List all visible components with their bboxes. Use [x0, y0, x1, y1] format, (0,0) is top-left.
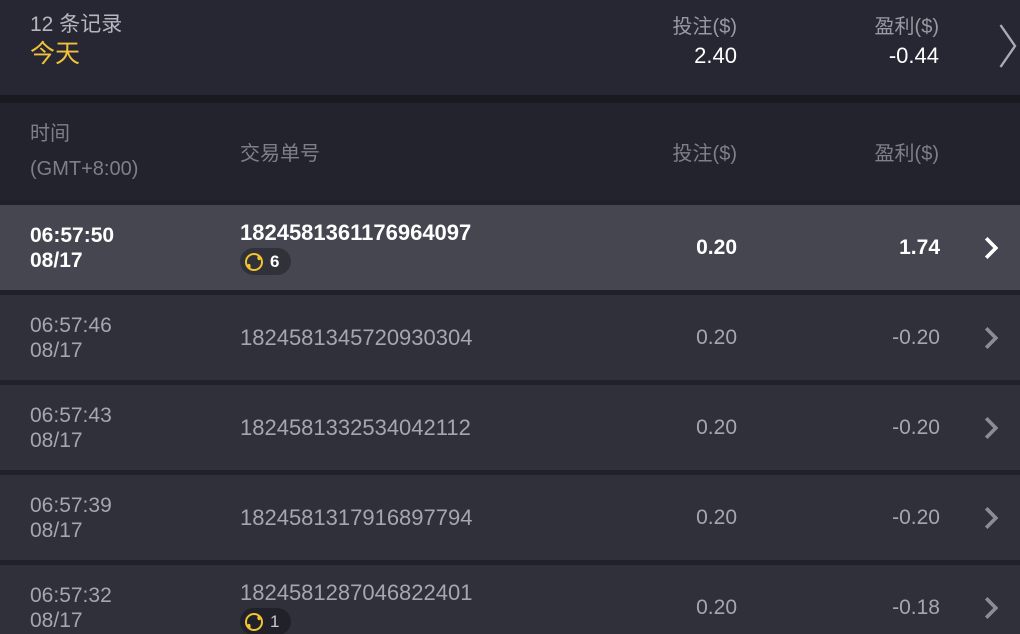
time-cell: 06:57:43 08/17 — [30, 385, 112, 470]
multiplier-count: 6 — [270, 251, 280, 271]
profit-cell: -0.18 — [892, 595, 940, 619]
date-value: 08/17 — [30, 338, 83, 362]
column-header-time-line1: 时间 — [30, 123, 70, 145]
table-body: 06:57:50 08/17 1824581361176964097 6 0.2… — [0, 205, 1020, 634]
period-label: 今天 — [30, 40, 81, 68]
chevron-right-icon[interactable] — [999, 23, 1017, 69]
multiplier-count: 1 — [270, 611, 280, 631]
column-header-time-line2: (GMT+8:00) — [30, 158, 139, 180]
summary-profit-column: 盈利($) -0.44 — [875, 14, 939, 70]
table-header: 时间 (GMT+8:00) 交易单号 投注($) 盈利($) — [0, 103, 1020, 200]
bet-cell: 0.20 — [696, 415, 737, 439]
chevron-right-icon — [984, 236, 998, 259]
bet-cell: 0.20 — [696, 235, 737, 259]
column-header-order: 交易单号 — [240, 143, 320, 165]
order-cell: 1824581317916897794 — [240, 475, 472, 560]
column-header-profit: 盈利($) — [874, 143, 939, 165]
time-value: 06:57:32 — [30, 583, 112, 607]
summary-bet-label: 投注($) — [672, 16, 737, 38]
profit-cell: -0.20 — [892, 505, 940, 529]
summary-profit-label: 盈利($) — [874, 16, 939, 38]
time-cell: 06:57:50 08/17 — [30, 205, 114, 290]
chevron-right-icon — [984, 596, 998, 619]
time-value: 06:57:50 — [30, 223, 115, 247]
summary-profit-value: -0.44 — [888, 43, 939, 68]
summary-bet-column: 投注($) 2.40 — [673, 14, 737, 70]
row-chevron[interactable] — [984, 385, 998, 470]
bet-cell: 0.20 — [696, 505, 737, 529]
profit-cell: -0.20 — [892, 325, 940, 349]
time-value: 06:57:46 — [30, 313, 112, 337]
column-header-time: 时间 (GMT+8:00) — [30, 117, 138, 187]
time-cell: 06:57:32 08/17 — [30, 565, 112, 634]
multiplier-badge: 6 — [240, 248, 292, 275]
row-chevron[interactable] — [984, 205, 998, 290]
order-id: 1824581345720930304 — [240, 324, 473, 350]
column-header-bet: 投注($) — [672, 143, 737, 165]
order-cell: 1824581287046822401 1 — [240, 565, 472, 634]
summary-left: 12 条记录 今天 — [30, 11, 122, 70]
odds-gauge-icon — [245, 612, 263, 631]
profit-cell: -0.20 — [892, 415, 940, 439]
order-id: 1824581332534042112 — [240, 414, 471, 440]
table-row[interactable]: 06:57:50 08/17 1824581361176964097 6 0.2… — [0, 205, 1020, 290]
summary-header[interactable]: 12 条记录 今天 投注($) 2.40 盈利($) -0.44 — [0, 0, 1020, 95]
chevron-right-icon — [984, 326, 998, 349]
header-divider — [0, 95, 1020, 103]
profit-cell: 1.74 — [899, 235, 940, 259]
time-value: 06:57:43 — [30, 403, 112, 427]
date-value: 08/17 — [30, 428, 83, 452]
date-value: 08/17 — [30, 608, 83, 632]
order-cell: 1824581361176964097 6 — [240, 205, 471, 290]
table-row[interactable]: 06:57:39 08/17 1824581317916897794 0.20 … — [0, 475, 1020, 560]
multiplier-badge: 1 — [240, 608, 292, 634]
time-value: 06:57:39 — [30, 493, 112, 517]
order-id: 1824581361176964097 — [240, 220, 472, 245]
bet-cell: 0.20 — [696, 325, 737, 349]
date-value: 08/17 — [30, 518, 83, 542]
table-row[interactable]: 06:57:32 08/17 1824581287046822401 1 0.2… — [0, 565, 1020, 634]
bet-cell: 0.20 — [696, 595, 737, 619]
chevron-right-icon — [984, 416, 998, 439]
table-row[interactable]: 06:57:43 08/17 1824581332534042112 0.20 … — [0, 385, 1020, 470]
order-id: 1824581317916897794 — [240, 504, 473, 530]
records-count: 12 条记录 — [30, 13, 123, 36]
date-value: 08/17 — [30, 248, 83, 272]
order-cell: 1824581332534042112 — [240, 385, 471, 470]
time-cell: 06:57:39 08/17 — [30, 475, 112, 560]
odds-gauge-icon — [245, 252, 263, 271]
table-row[interactable]: 06:57:46 08/17 1824581345720930304 0.20 … — [0, 295, 1020, 380]
row-chevron[interactable] — [984, 475, 998, 560]
row-chevron[interactable] — [984, 295, 998, 380]
time-cell: 06:57:46 08/17 — [30, 295, 112, 380]
summary-bet-value: 2.40 — [694, 43, 737, 68]
order-cell: 1824581345720930304 — [240, 295, 472, 380]
order-id: 1824581287046822401 — [240, 580, 473, 605]
row-chevron[interactable] — [984, 565, 998, 634]
chevron-right-icon — [984, 506, 998, 529]
